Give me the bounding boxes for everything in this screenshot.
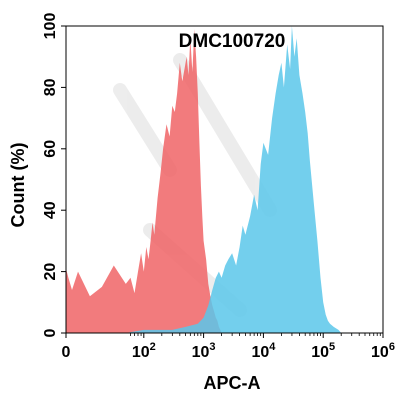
axes-layer: 0 20 40 60 80 100 0 102 103 104 105 106 [42, 13, 395, 361]
chart-title: DMC100720 [179, 31, 286, 52]
y-axis-label: Count (%) [8, 143, 28, 228]
y-tick-label: 40 [42, 201, 59, 219]
y-tick-label: 80 [42, 78, 59, 96]
y-tick-label: 100 [42, 13, 59, 40]
series-layer [66, 26, 342, 333]
x-tick-label: 104 [251, 341, 276, 361]
plot-frame [65, 25, 384, 334]
x-tick-label: 0 [62, 344, 71, 361]
x-tick-label: 102 [132, 341, 156, 361]
x-tick-label: 103 [192, 341, 216, 361]
x-tick-label: 105 [311, 341, 335, 361]
y-tick-label: 0 [42, 328, 59, 337]
x-tick-label: 106 [371, 341, 395, 361]
y-tick-label: 60 [42, 140, 59, 158]
y-tick-label: 20 [42, 263, 59, 281]
x-axis-label: APC-A [204, 373, 261, 393]
series-1-area [66, 29, 222, 333]
series-2-area [66, 26, 342, 333]
